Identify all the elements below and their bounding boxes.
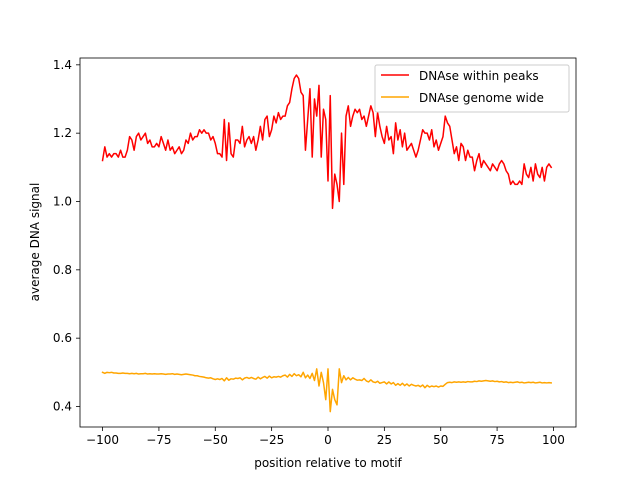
x-axis-label: position relative to motif [254,456,402,470]
y-tick-label: 0.8 [53,263,72,277]
x-tick-label: −25 [259,433,284,447]
y-tick-label: 1.4 [53,58,72,72]
legend-label-genome-wide: DNAse genome wide [419,91,544,105]
x-tick-label: 0 [324,433,332,447]
y-tick-label: 1.0 [53,195,72,209]
x-tick-label: 50 [433,433,448,447]
series-layer [101,74,553,413]
x-tick-label: −100 [86,433,119,447]
legend-label-within-peaks: DNAse within peaks [419,69,539,83]
plot-area [80,58,576,427]
series-line-1 [101,368,553,413]
y-tick-label: 0.4 [53,400,72,414]
y-tick-label: 1.2 [53,126,72,140]
y-axis-label: average DNA signal [28,183,42,302]
series-line-0 [101,74,553,210]
legend-frame [374,64,570,113]
legend: DNAse within peaks DNAse genome wide [374,64,570,113]
y-tick-label: 0.6 [53,331,72,345]
x-tick-label: −75 [146,433,171,447]
x-tick-label: 25 [377,433,392,447]
x-tick-label: −50 [203,433,228,447]
x-tick-label: 75 [489,433,504,447]
y-axis: 0.4 0.6 0.8 1.0 1.2 1.4 [53,58,80,414]
x-tick-label: 100 [542,433,565,447]
x-axis: −100 −75 −50 −25 0 25 50 75 100 [86,427,565,447]
